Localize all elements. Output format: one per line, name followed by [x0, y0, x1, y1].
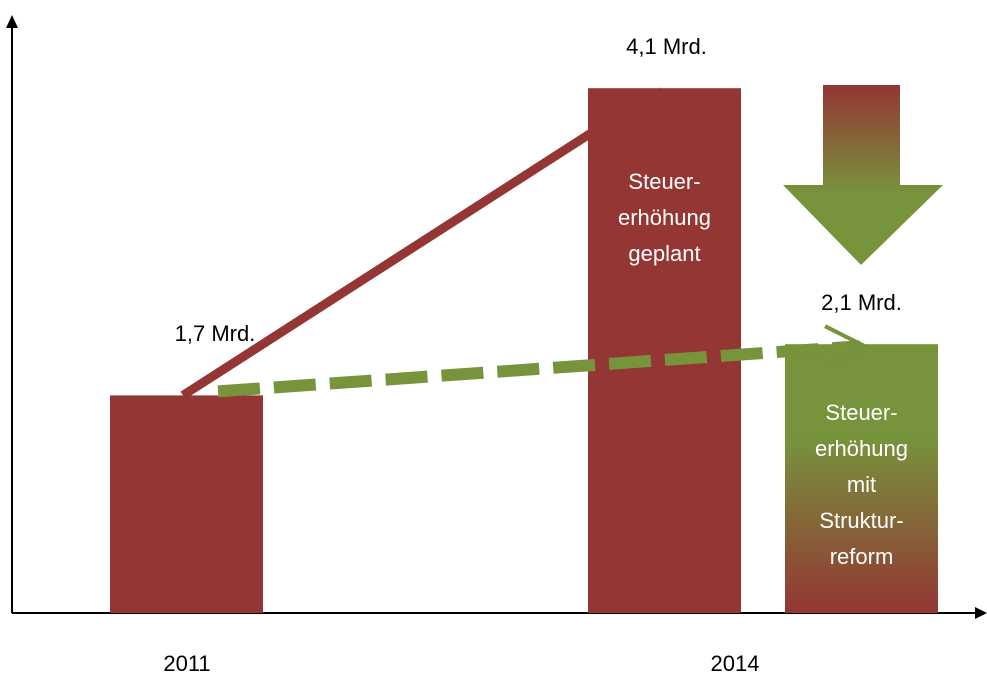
- trend-arrow-head: [617, 87, 661, 134]
- trend-arrow: [180, 89, 656, 400]
- bar: [785, 344, 938, 613]
- bar-text: mit: [847, 472, 876, 497]
- value-label: 4,1 Mrd.: [626, 34, 707, 59]
- bar-text: erhöhung: [618, 205, 711, 230]
- bar-text: Steuer-: [628, 169, 700, 194]
- x-tick-label: 2011: [163, 651, 210, 676]
- bar: [588, 88, 741, 613]
- bar-text: geplant: [628, 241, 700, 266]
- value-label: 1,7 Mrd.: [175, 321, 256, 346]
- value-label: 2,1 Mrd.: [821, 290, 902, 315]
- down-arrow: [783, 85, 943, 265]
- bar: [110, 395, 263, 613]
- reform-line: [217, 340, 861, 398]
- reform-arrow-head: [824, 324, 870, 368]
- bar-text: Struktur-: [819, 508, 903, 533]
- x-axis-arrow: [975, 607, 987, 619]
- x-tick-label: 2014: [711, 651, 760, 676]
- bar-text: reform: [830, 544, 894, 569]
- y-axis-arrow: [6, 15, 18, 28]
- bar-text: erhöhung: [815, 436, 908, 461]
- bar-text: Steuer-: [825, 400, 897, 425]
